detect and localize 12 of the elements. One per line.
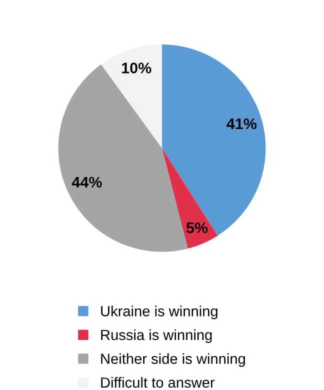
pie-slice — [162, 44, 266, 236]
legend-label: Ukraine is winning — [101, 306, 218, 320]
legend-label: Difficult to answer — [101, 377, 215, 388]
pie-slice — [101, 44, 162, 148]
data-label: 5% — [186, 222, 208, 234]
legend-label: Russia is winning — [101, 329, 212, 344]
data-label: 10% — [122, 62, 152, 74]
data-label: 41% — [226, 118, 257, 130]
pie-slice — [58, 64, 188, 252]
legend-label: Neither side is winning — [101, 353, 245, 367]
data-label: 44% — [72, 176, 102, 188]
pie-slice — [162, 148, 218, 249]
